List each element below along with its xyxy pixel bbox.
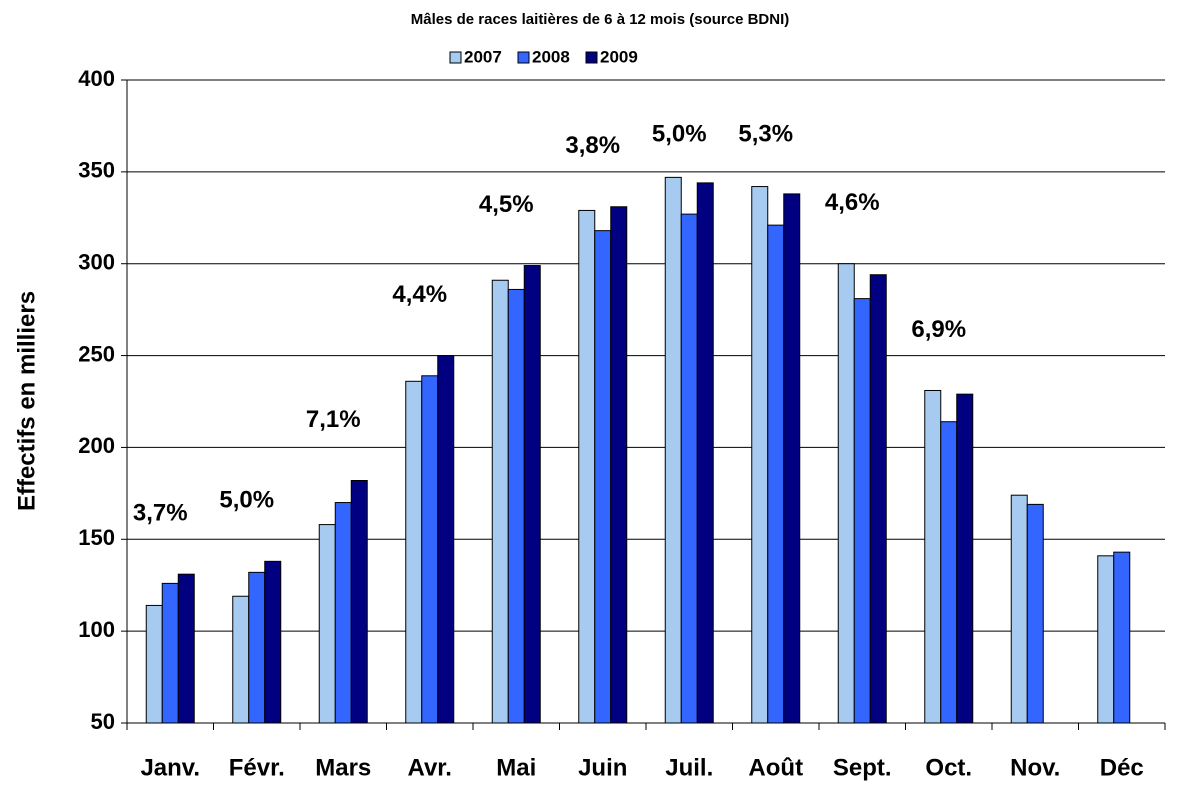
annotation: 4,5% bbox=[479, 191, 534, 218]
bar bbox=[350, 479, 368, 724]
y-tick-label: 150 bbox=[78, 525, 115, 550]
y-tick-label: 350 bbox=[78, 158, 115, 183]
bar bbox=[1026, 503, 1044, 724]
bar bbox=[1113, 551, 1131, 724]
annotation: 5,0% bbox=[219, 487, 274, 514]
y-tick-label: 50 bbox=[91, 709, 115, 734]
bar bbox=[940, 421, 958, 724]
bar bbox=[507, 288, 525, 724]
bar bbox=[853, 298, 871, 724]
y-tick-label: 100 bbox=[78, 617, 115, 642]
annotation: 5,3% bbox=[738, 120, 793, 147]
bar bbox=[334, 502, 352, 724]
x-tick-label: Févr. bbox=[229, 754, 285, 781]
x-tick-label: Juin bbox=[578, 754, 627, 781]
x-tick-label: Mars bbox=[315, 754, 371, 781]
annotation: 4,6% bbox=[825, 189, 880, 216]
bar bbox=[264, 560, 282, 724]
bar bbox=[177, 573, 195, 724]
bar bbox=[421, 375, 439, 724]
bar bbox=[680, 213, 698, 724]
x-tick-label: Sept. bbox=[833, 754, 892, 781]
y-axis-label: Effectifs en milliers bbox=[13, 291, 40, 511]
x-tick-label: Janv. bbox=[140, 754, 200, 781]
bar bbox=[1097, 555, 1115, 724]
bar bbox=[956, 393, 974, 724]
bar bbox=[751, 186, 769, 724]
bar bbox=[869, 274, 887, 724]
legend-swatch bbox=[449, 51, 462, 64]
x-tick-label: Nov. bbox=[1010, 754, 1060, 781]
x-tick-label: Déc bbox=[1100, 754, 1144, 781]
bar bbox=[610, 206, 628, 724]
bar bbox=[161, 582, 179, 724]
bar bbox=[437, 355, 455, 724]
bar bbox=[767, 224, 785, 724]
bar bbox=[405, 380, 423, 724]
bar bbox=[523, 265, 541, 724]
x-tick-label: Mai bbox=[496, 754, 536, 781]
annotation: 6,9% bbox=[911, 316, 966, 343]
y-tick-label: 400 bbox=[78, 66, 115, 91]
y-tick-label: 200 bbox=[78, 433, 115, 458]
bar bbox=[578, 209, 596, 724]
chart-title: Mâles de races laitières de 6 à 12 mois … bbox=[411, 11, 790, 28]
annotation: 5,0% bbox=[652, 120, 707, 147]
annotation: 4,4% bbox=[392, 281, 447, 308]
legend-swatch bbox=[585, 51, 598, 64]
bar bbox=[696, 182, 714, 724]
annotation: 3,8% bbox=[565, 132, 620, 159]
y-tick-label: 300 bbox=[78, 250, 115, 275]
x-tick-label: Avr. bbox=[408, 754, 452, 781]
legend-label: 2009 bbox=[600, 47, 638, 66]
bar bbox=[924, 389, 942, 724]
bar bbox=[145, 604, 163, 724]
bar bbox=[248, 571, 266, 724]
legend-label: 2008 bbox=[532, 47, 570, 66]
x-tick-label: Oct. bbox=[925, 754, 972, 781]
annotation: 3,7% bbox=[133, 500, 188, 527]
x-tick-label: Août bbox=[748, 754, 803, 781]
annotation: 7,1% bbox=[306, 406, 361, 433]
bar bbox=[594, 230, 612, 724]
bar bbox=[783, 193, 801, 724]
bar bbox=[232, 595, 250, 724]
x-tick-label: Juil. bbox=[665, 754, 713, 781]
legend-swatch bbox=[517, 51, 530, 64]
bar bbox=[318, 524, 336, 724]
bar bbox=[1010, 494, 1028, 724]
y-tick-label: 250 bbox=[78, 341, 115, 366]
legend-label: 2007 bbox=[464, 47, 502, 66]
bar bbox=[491, 279, 509, 724]
bar bbox=[664, 176, 682, 724]
bar bbox=[837, 263, 855, 724]
